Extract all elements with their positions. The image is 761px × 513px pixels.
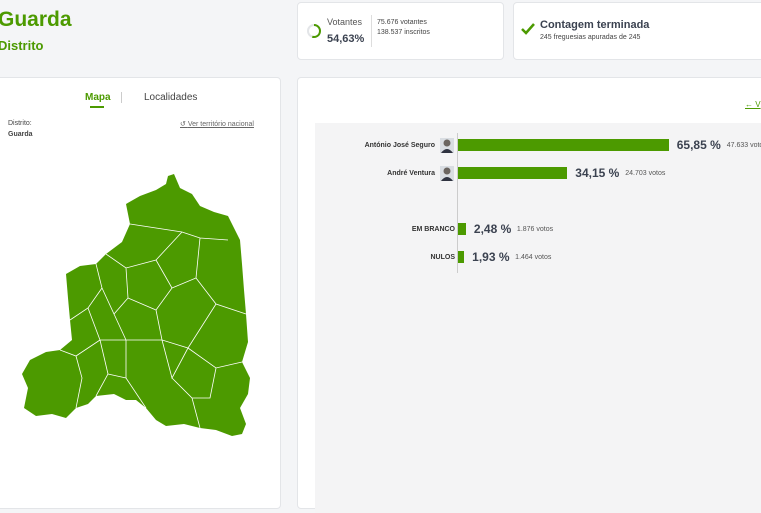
location-value: Guarda [8,131,33,138]
result-votes: 1.876 votos [516,226,554,233]
candidate-name: EM BRANCO [411,226,455,233]
turnout-percent: 54,63% [327,33,365,45]
turnout-card: Votantes 54,63% 75.676 votantes 138.537 … [297,2,504,60]
results-chart: António José Seguro 65,85 % 47.633 votos An… [315,123,761,513]
results-panel: ← V António José Seguro 65,85 % 47.633 vot… [297,77,761,513]
map-borders [59,223,247,429]
result-bar [458,139,669,151]
result-votes: 24.703 votos [625,170,666,177]
result-votes: 1.464 votos [515,254,552,261]
result-bar [458,251,465,263]
count-title: Contagem terminada [540,19,650,31]
turnout-label: Votantes [327,17,363,27]
axis-line [457,133,458,273]
region-title: Guarda [0,8,72,31]
map-shape [22,174,250,436]
tab-map[interactable]: Mapa [85,92,111,103]
candidate-name: André Ventura [387,170,435,177]
divider [371,15,372,47]
national-link[interactable]: ↺ Ver território nacional [180,121,254,128]
candidate-photo [440,138,454,153]
map-panel: Mapa Localidades Distrito: Guarda ↺ Ver … [0,77,281,509]
turnout-ring [307,24,321,38]
registered: 138.537 inscritos [377,29,430,36]
candidate-photo [440,166,454,181]
result-percent: 2,48 % [473,222,512,236]
result-bar [458,167,568,179]
tab-localities[interactable]: Localidades [144,92,198,103]
check-icon [521,23,535,35]
candidate-name: NULOS [430,254,456,261]
region-type: Distrito [0,38,44,53]
tab-underline [90,106,104,108]
count-detail: 245 freguesias apuradas de 245 [540,34,641,41]
result-bar [458,223,466,235]
divider [121,92,122,103]
location-label: Distrito: [8,120,32,127]
count-card: Contagem terminada 245 freguesias apurad… [513,2,761,60]
result-percent: 1,93 % [472,250,510,264]
result-percent: 34,15 % [575,166,620,180]
result-votes: 47.633 votos [726,142,761,149]
district-map [22,174,250,436]
back-link[interactable]: ← V [745,100,761,109]
result-percent: 65,85 % [676,138,721,152]
national-link-text: Ver território nacional [187,121,254,128]
voters: 75.676 votantes [377,19,427,26]
turnout-arc [311,24,321,38]
candidate-name: António José Seguro [364,142,435,149]
